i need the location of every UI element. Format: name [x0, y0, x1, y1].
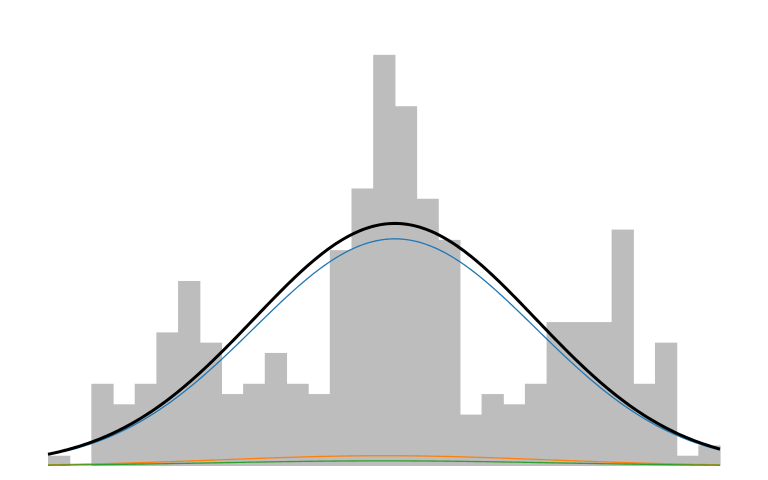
histogram-bar: [351, 188, 374, 466]
histogram-bar: [503, 404, 526, 466]
histogram-bar: [178, 280, 201, 466]
histogram-bar: [633, 383, 656, 466]
histogram-bar: [286, 383, 309, 466]
histogram-bar: [654, 342, 678, 466]
histogram-bar: [438, 239, 461, 466]
histogram-bar: [481, 394, 504, 466]
histogram-bar: [589, 322, 613, 466]
histogram-bar: [394, 106, 418, 466]
histogram-bar: [611, 229, 634, 466]
density-curve-0: [47, 221, 721, 456]
histogram-bar: [134, 383, 157, 466]
histogram-bars: [48, 54, 721, 467]
histogram-bar: [113, 404, 136, 466]
density-curve-2: [47, 455, 721, 466]
histogram-bar: [373, 54, 396, 467]
density-curve-3: [47, 460, 721, 466]
histogram-bar: [459, 414, 483, 466]
histogram-bar: [308, 394, 331, 466]
histogram-bar: [676, 455, 699, 466]
histogram-bar: [221, 394, 244, 466]
density-curves: [47, 221, 721, 466]
histogram-bar: [698, 445, 721, 466]
histogram-bar: [48, 455, 71, 466]
histogram-bar: [568, 322, 591, 466]
histogram-bar: [243, 383, 266, 466]
histogram-bar: [264, 352, 288, 466]
histogram-bar: [329, 250, 353, 466]
histogram-bar: [91, 383, 114, 466]
histogram-bar: [546, 322, 569, 466]
histogram-bar: [524, 383, 548, 466]
density-curve-1: [47, 238, 721, 456]
histogram-bar: [416, 198, 439, 467]
